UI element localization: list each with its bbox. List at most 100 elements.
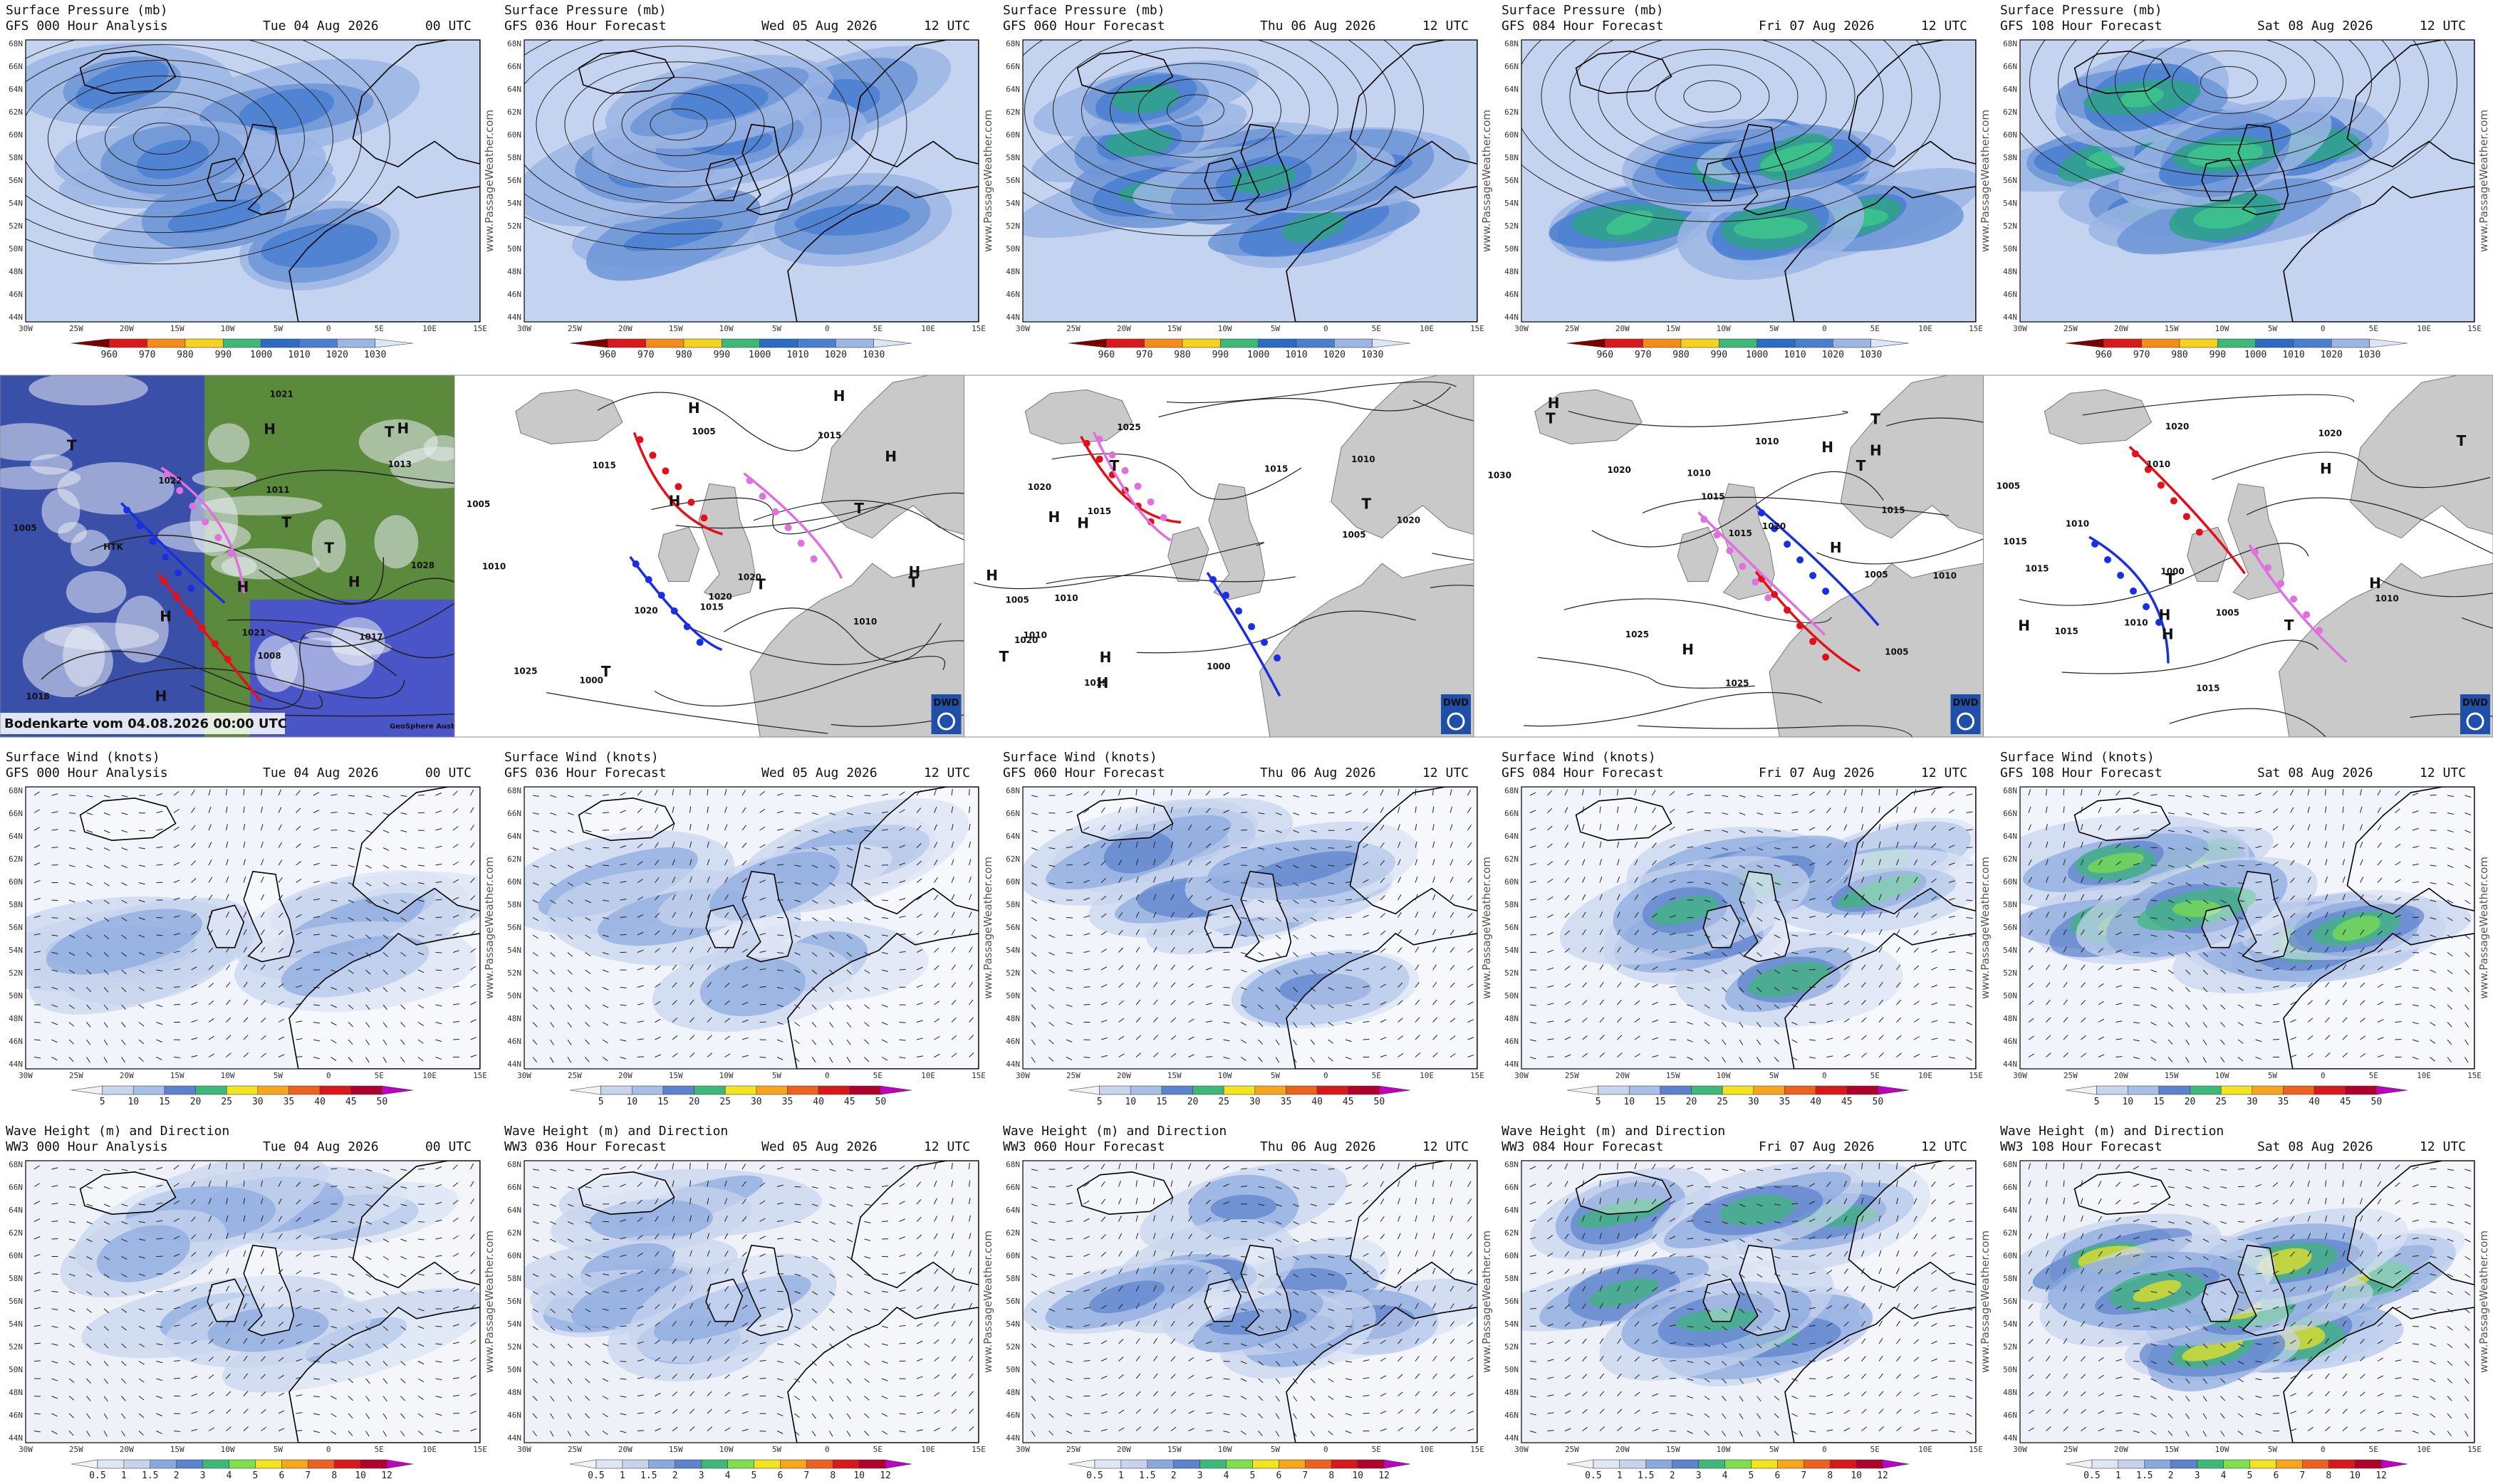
arrow bbox=[1398, 824, 1400, 831]
arrow bbox=[689, 1052, 695, 1057]
arrow bbox=[2220, 847, 2227, 850]
arrow bbox=[1031, 830, 1038, 833]
arrow bbox=[2395, 844, 2401, 848]
arrow bbox=[1118, 824, 1122, 831]
arrow bbox=[2447, 847, 2454, 850]
arrow bbox=[2167, 830, 2175, 832]
arrow bbox=[1363, 1412, 1370, 1414]
arrow bbox=[829, 899, 836, 904]
arrow bbox=[1547, 1323, 1554, 1327]
arrow bbox=[1398, 1356, 1403, 1362]
arrow bbox=[1966, 1308, 1973, 1311]
isobar bbox=[1081, 47, 1310, 174]
colorbar-label: 980 bbox=[1174, 350, 1190, 360]
arrow bbox=[2202, 1004, 2208, 1010]
arrow bbox=[1529, 916, 1536, 918]
arrow bbox=[278, 1304, 283, 1310]
arrow bbox=[1363, 1306, 1370, 1310]
panel-title: Surface Pressure (mb) bbox=[1501, 3, 1664, 18]
arrow bbox=[1275, 1004, 1281, 1010]
colorbar-segment bbox=[2283, 1085, 2315, 1095]
panel-title: Wave Height (m) and Direction bbox=[1501, 1124, 1725, 1139]
arrow bbox=[1774, 969, 1780, 974]
arrow bbox=[881, 1273, 889, 1275]
arrow bbox=[2046, 1163, 2048, 1170]
arrow bbox=[829, 795, 836, 798]
arrow bbox=[759, 844, 766, 848]
arrow bbox=[969, 946, 973, 953]
arrow bbox=[550, 987, 555, 993]
colorbar-label: 35 bbox=[1281, 1097, 1292, 1107]
arrow bbox=[2395, 1021, 2402, 1023]
arrow bbox=[934, 1018, 940, 1023]
arrow bbox=[1380, 1375, 1387, 1379]
lat-label: 58N bbox=[2003, 900, 2017, 909]
arrow bbox=[261, 1163, 263, 1170]
arrow bbox=[1083, 1431, 1091, 1432]
coastline bbox=[705, 1278, 744, 1322]
arrow bbox=[1948, 1236, 1955, 1240]
lat-label: 64N bbox=[507, 832, 521, 841]
colorbar-segment bbox=[1804, 1459, 1831, 1469]
arrow bbox=[811, 1221, 818, 1225]
arrow bbox=[103, 1308, 110, 1314]
arrow bbox=[1380, 983, 1386, 988]
arrow bbox=[829, 952, 835, 957]
arrow bbox=[313, 810, 320, 813]
colorbar-segment bbox=[2217, 338, 2256, 348]
forecast-panel: Surface Wind (knots)GFS 036 Hour Forecas… bbox=[504, 750, 994, 1107]
arrow bbox=[759, 897, 766, 901]
arrow bbox=[794, 969, 801, 973]
colorbar-segment bbox=[1316, 1085, 1349, 1095]
colorbar-segment bbox=[1756, 338, 1796, 348]
arrow bbox=[138, 1343, 145, 1347]
colorbar-segment bbox=[645, 338, 685, 348]
arrow bbox=[2185, 952, 2191, 957]
arrow bbox=[1826, 1322, 1833, 1327]
arrow bbox=[1415, 999, 1420, 1005]
arrow bbox=[156, 1202, 163, 1205]
arrow bbox=[776, 1361, 784, 1364]
valid-date: Wed 05 Aug 2026 bbox=[761, 1139, 878, 1154]
arrow bbox=[1048, 1343, 1055, 1347]
colorbar-label: 1.5 bbox=[640, 1470, 657, 1481]
arrow bbox=[1310, 1238, 1317, 1242]
arrow bbox=[138, 1022, 145, 1027]
arrow bbox=[68, 917, 76, 921]
arrow bbox=[1652, 1001, 1658, 1005]
arrow bbox=[2081, 894, 2085, 901]
arrow bbox=[296, 1252, 302, 1257]
colorbar-segment bbox=[360, 1459, 387, 1469]
arrow bbox=[2046, 806, 2048, 813]
arrow bbox=[470, 1269, 476, 1275]
arrow bbox=[1275, 917, 1281, 922]
lat-label: 44N bbox=[1504, 1433, 1519, 1443]
arrow bbox=[1547, 1199, 1553, 1205]
arrow bbox=[1931, 1429, 1938, 1431]
colorbar-label: 10 bbox=[1623, 1097, 1635, 1107]
arrow bbox=[1415, 911, 1419, 918]
arrow bbox=[51, 1167, 58, 1170]
arrow bbox=[86, 1169, 93, 1171]
arrow bbox=[2307, 1035, 2314, 1040]
colorbar-segment bbox=[1593, 1459, 1620, 1469]
arrow bbox=[1861, 1338, 1866, 1344]
lon-label: 15E bbox=[2467, 324, 2482, 333]
arrow bbox=[226, 1198, 228, 1205]
arrow bbox=[261, 1356, 266, 1362]
colorbar-label: 1020 bbox=[1822, 350, 1844, 360]
coastline bbox=[1204, 1278, 1242, 1322]
arrow bbox=[1896, 946, 1900, 953]
arrow bbox=[261, 1285, 265, 1292]
arrow bbox=[1948, 1272, 1955, 1275]
arrow bbox=[1205, 985, 1212, 988]
arrow bbox=[1722, 1221, 1729, 1225]
arrow bbox=[1188, 966, 1194, 971]
valid-date: Wed 05 Aug 2026 bbox=[761, 19, 878, 33]
arrow bbox=[567, 1186, 574, 1189]
lon-label: 30W bbox=[1016, 324, 1030, 333]
arrow bbox=[1774, 1186, 1781, 1188]
arrow bbox=[2290, 983, 2296, 988]
arrow bbox=[1450, 1285, 1454, 1292]
arrow bbox=[1599, 1233, 1602, 1240]
